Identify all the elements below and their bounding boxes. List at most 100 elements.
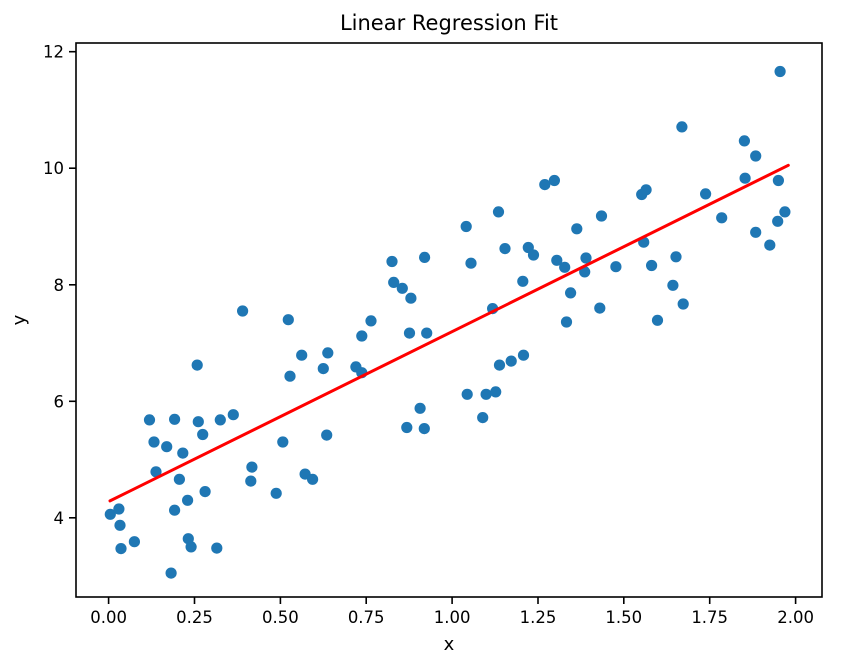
scatter-point <box>527 249 540 261</box>
scatter-point <box>173 473 185 485</box>
scatter-point <box>772 174 785 187</box>
scatter-point <box>594 302 606 314</box>
scatter-point <box>227 409 239 421</box>
x-tick-label: 0.00 <box>90 608 127 627</box>
scatter-point <box>677 298 689 310</box>
scatter-point <box>192 416 204 428</box>
scatter-point <box>365 315 377 327</box>
scatter-point <box>676 121 688 133</box>
scatter-point <box>779 206 791 218</box>
scatter-point <box>296 349 308 361</box>
scatter-point <box>317 363 329 375</box>
scatter-points <box>104 65 791 579</box>
scatter-point <box>739 172 751 184</box>
scatter-point <box>282 314 294 326</box>
y-tick-label: 4 <box>54 509 65 528</box>
scatter-point <box>579 266 591 278</box>
scatter-point <box>307 473 319 485</box>
chart-title: Linear Regression Fit <box>340 11 558 35</box>
scatter-point <box>246 461 258 473</box>
scatter-point <box>716 212 728 224</box>
scatter-point <box>750 226 762 238</box>
scatter-point <box>284 370 296 382</box>
scatter-point <box>322 347 334 359</box>
y-tick-label: 8 <box>54 276 65 295</box>
scatter-point <box>356 330 368 342</box>
x-tick-label: 1.00 <box>434 608 471 627</box>
scatter-point <box>461 388 473 400</box>
scatter-point <box>764 239 776 251</box>
scatter-point <box>750 150 762 162</box>
y-tick-label: 6 <box>54 392 65 411</box>
scatter-point <box>560 316 573 328</box>
scatter-point <box>150 466 162 478</box>
x-tick-label: 0.25 <box>176 608 213 627</box>
scatter-point <box>113 503 125 515</box>
scatter-point <box>418 423 430 435</box>
scatter-point <box>214 414 226 426</box>
scatter-point <box>148 436 160 448</box>
x-tick-label: 1.50 <box>605 608 642 627</box>
scatter-point <box>580 252 592 264</box>
y-axis-label: y <box>9 314 30 325</box>
scatter-point <box>245 475 257 487</box>
scatter-point <box>499 243 511 255</box>
axis-ticks: 0.00 0.25 0.50 0.75 1.00 1.25 1.50 1.75 2.00 4 6 8 1… <box>43 43 814 627</box>
scatter-point <box>559 261 571 273</box>
scatter-point <box>565 287 577 299</box>
scatter-point <box>772 215 784 227</box>
scatter-point <box>401 421 413 434</box>
scatter-point <box>405 292 417 304</box>
scatter-point <box>774 65 786 78</box>
y-tick-label: 12 <box>43 43 64 62</box>
scatter-point <box>191 359 203 371</box>
scatter-point <box>177 447 189 459</box>
scatter-point <box>277 436 289 448</box>
scatter-point <box>197 428 209 441</box>
regression-line-layer <box>108 163 790 503</box>
scatter-point <box>480 388 492 400</box>
scatter-point <box>548 174 561 187</box>
scatter-point <box>465 257 477 269</box>
scatter-point <box>386 255 398 268</box>
regression-line <box>108 163 790 503</box>
scatter-point <box>169 504 181 516</box>
scatter-point <box>165 567 177 579</box>
scatter-point <box>161 441 173 453</box>
scatter-point <box>143 414 156 426</box>
scatter-point <box>539 179 551 191</box>
scatter-point <box>414 402 426 414</box>
scatter-point <box>128 536 140 548</box>
scatter-point <box>321 429 333 441</box>
scatter-point <box>169 413 181 425</box>
scatter-point <box>460 220 472 233</box>
scatter-point <box>396 282 408 294</box>
scatter-point <box>646 259 658 272</box>
scatter-point <box>505 355 517 367</box>
scatter-point <box>640 184 652 196</box>
scatter-point <box>571 223 583 235</box>
scatter-point <box>211 542 223 554</box>
scatter-point <box>115 543 127 555</box>
y-tick-label: 10 <box>43 159 64 178</box>
scatter-point <box>182 494 194 506</box>
x-tick-label: 1.25 <box>520 608 557 627</box>
scatter-point <box>419 251 431 263</box>
scatter-point <box>477 412 489 424</box>
scatter-point <box>651 314 664 326</box>
scatter-point <box>199 486 211 498</box>
x-tick-label: 2.00 <box>777 608 814 627</box>
scatter-point <box>403 327 416 339</box>
scatter-point <box>738 135 751 147</box>
scatter-point <box>114 519 126 531</box>
scatter-point <box>670 251 682 263</box>
scatter-point <box>551 254 563 266</box>
scatter-point <box>185 541 197 553</box>
x-tick-label: 0.50 <box>262 608 299 627</box>
scatter-point <box>517 275 529 287</box>
scatter-point <box>667 279 679 291</box>
x-tick-label: 1.75 <box>691 608 728 627</box>
plot-area <box>76 43 822 597</box>
scatter-point <box>388 276 400 288</box>
